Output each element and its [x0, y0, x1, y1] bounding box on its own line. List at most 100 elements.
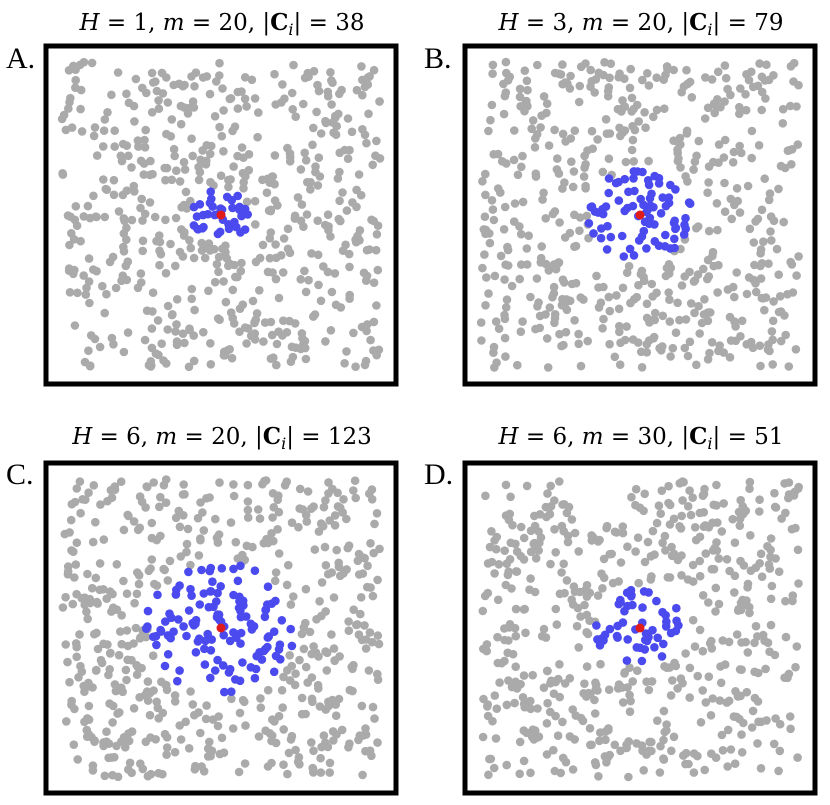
cluster-point	[264, 632, 274, 641]
point	[776, 307, 786, 316]
point	[300, 266, 309, 276]
point	[189, 356, 199, 366]
point	[336, 303, 346, 312]
point	[184, 362, 194, 372]
cluster-point	[207, 194, 216, 204]
point	[743, 648, 753, 657]
point	[501, 57, 511, 67]
point	[227, 353, 237, 363]
point	[688, 560, 698, 570]
point	[789, 58, 799, 68]
point	[290, 319, 300, 328]
point	[260, 318, 270, 327]
point	[533, 60, 542, 70]
point	[329, 593, 339, 602]
point	[480, 212, 490, 221]
point	[70, 265, 79, 275]
point	[83, 614, 92, 624]
point	[69, 740, 79, 749]
point	[331, 130, 341, 139]
point	[176, 101, 186, 111]
point	[490, 271, 500, 281]
point	[546, 481, 555, 491]
point	[766, 534, 776, 543]
point	[190, 710, 199, 720]
point	[580, 151, 589, 161]
point	[374, 639, 384, 649]
point	[483, 588, 493, 598]
point	[657, 486, 667, 496]
point	[760, 174, 769, 183]
point	[99, 175, 108, 184]
point	[199, 327, 208, 337]
point	[202, 701, 211, 710]
point	[115, 708, 124, 717]
point	[225, 345, 234, 354]
point	[771, 714, 780, 723]
point	[775, 719, 785, 729]
point	[500, 333, 510, 343]
point	[93, 644, 103, 654]
point	[90, 123, 100, 132]
cluster-point	[199, 589, 209, 598]
point	[694, 301, 703, 311]
point	[182, 547, 191, 557]
point	[307, 694, 317, 704]
query-point	[635, 623, 645, 633]
point	[679, 82, 689, 91]
point	[568, 182, 578, 192]
point	[345, 294, 354, 304]
point	[555, 660, 564, 669]
point	[742, 289, 752, 299]
point	[591, 75, 601, 84]
point	[321, 607, 331, 616]
point	[237, 258, 246, 268]
point	[503, 245, 513, 255]
point	[147, 108, 157, 117]
point	[161, 175, 170, 185]
point	[685, 663, 695, 673]
point	[216, 171, 226, 180]
point	[741, 105, 751, 115]
point	[197, 762, 206, 771]
point	[561, 327, 571, 337]
point	[490, 569, 499, 578]
point	[515, 737, 525, 747]
point	[321, 118, 331, 128]
point	[695, 329, 704, 338]
point	[196, 534, 205, 543]
point	[170, 747, 180, 757]
cluster-point	[640, 635, 650, 645]
point	[501, 352, 510, 361]
point	[83, 714, 92, 723]
point	[139, 159, 149, 168]
point	[542, 108, 551, 118]
point	[512, 684, 522, 693]
point	[634, 280, 643, 290]
point	[770, 650, 780, 660]
point	[229, 319, 239, 328]
point	[500, 656, 509, 666]
point	[96, 500, 105, 509]
point	[599, 314, 608, 324]
cluster-point	[213, 588, 222, 598]
point	[558, 60, 567, 69]
point	[764, 560, 774, 569]
point	[478, 263, 487, 273]
cluster-point	[225, 636, 235, 646]
point	[191, 761, 200, 771]
point	[662, 263, 672, 273]
point	[372, 230, 382, 239]
point	[488, 69, 497, 78]
point	[669, 514, 679, 524]
point	[489, 215, 499, 225]
point	[272, 360, 281, 370]
point	[284, 748, 294, 758]
cluster-point	[160, 661, 170, 671]
cluster-point	[658, 193, 667, 202]
point	[633, 666, 642, 675]
point	[357, 62, 366, 71]
point	[538, 195, 547, 204]
point	[660, 662, 669, 671]
point	[369, 216, 379, 226]
